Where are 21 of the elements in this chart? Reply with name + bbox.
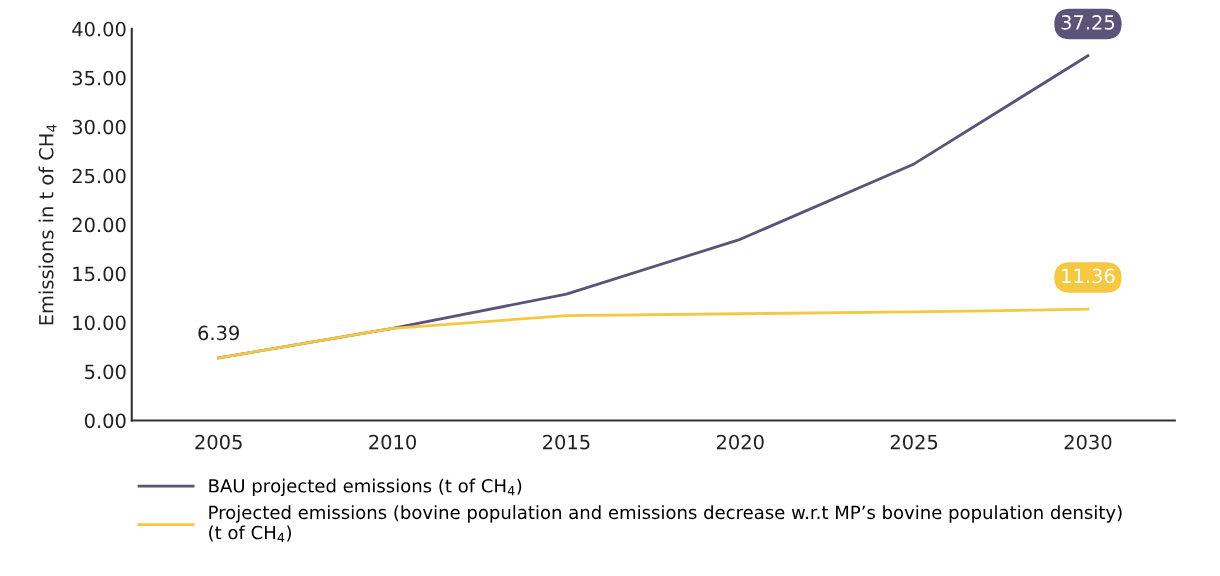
x-tick-label: 2010 [369,434,416,450]
data-label: 6.39 [198,325,239,341]
y-tick-label: 20.00 [72,217,126,233]
x-tick-label: 2005 [195,434,242,450]
y-axis-title: Emissions in t of CH$_{4}$ [38,124,57,325]
x-tick-label: 2030 [1064,434,1112,450]
y-tick-label: 25.00 [72,168,126,184]
y-tick-label: 40.00 [72,21,126,37]
y-tick-label: 10.00 [73,315,126,331]
data-label: 11.36 [1062,268,1115,284]
y-tick-label: 5.00 [85,364,126,380]
y-tick-label: 0.00 [84,413,126,429]
y-tick-label: 30.00 [72,119,126,135]
y-tick-label: 15.00 [73,266,126,282]
x-tick-label: 2020 [716,434,764,450]
x-tick-label: 2025 [890,434,938,450]
legend-label: BAU projected emissions (t of CH$_{4}$) [209,478,522,497]
data-label: 37.25 [1061,15,1115,30]
legend-label: Projected emissions (bovine population and emissions decrease w.r.t MP’s bovine population density) (t of CH$_{4}$) [209,505,1122,543]
x-tick-label: 2015 [543,434,590,450]
y-tick-label: 35.00 [72,70,126,86]
